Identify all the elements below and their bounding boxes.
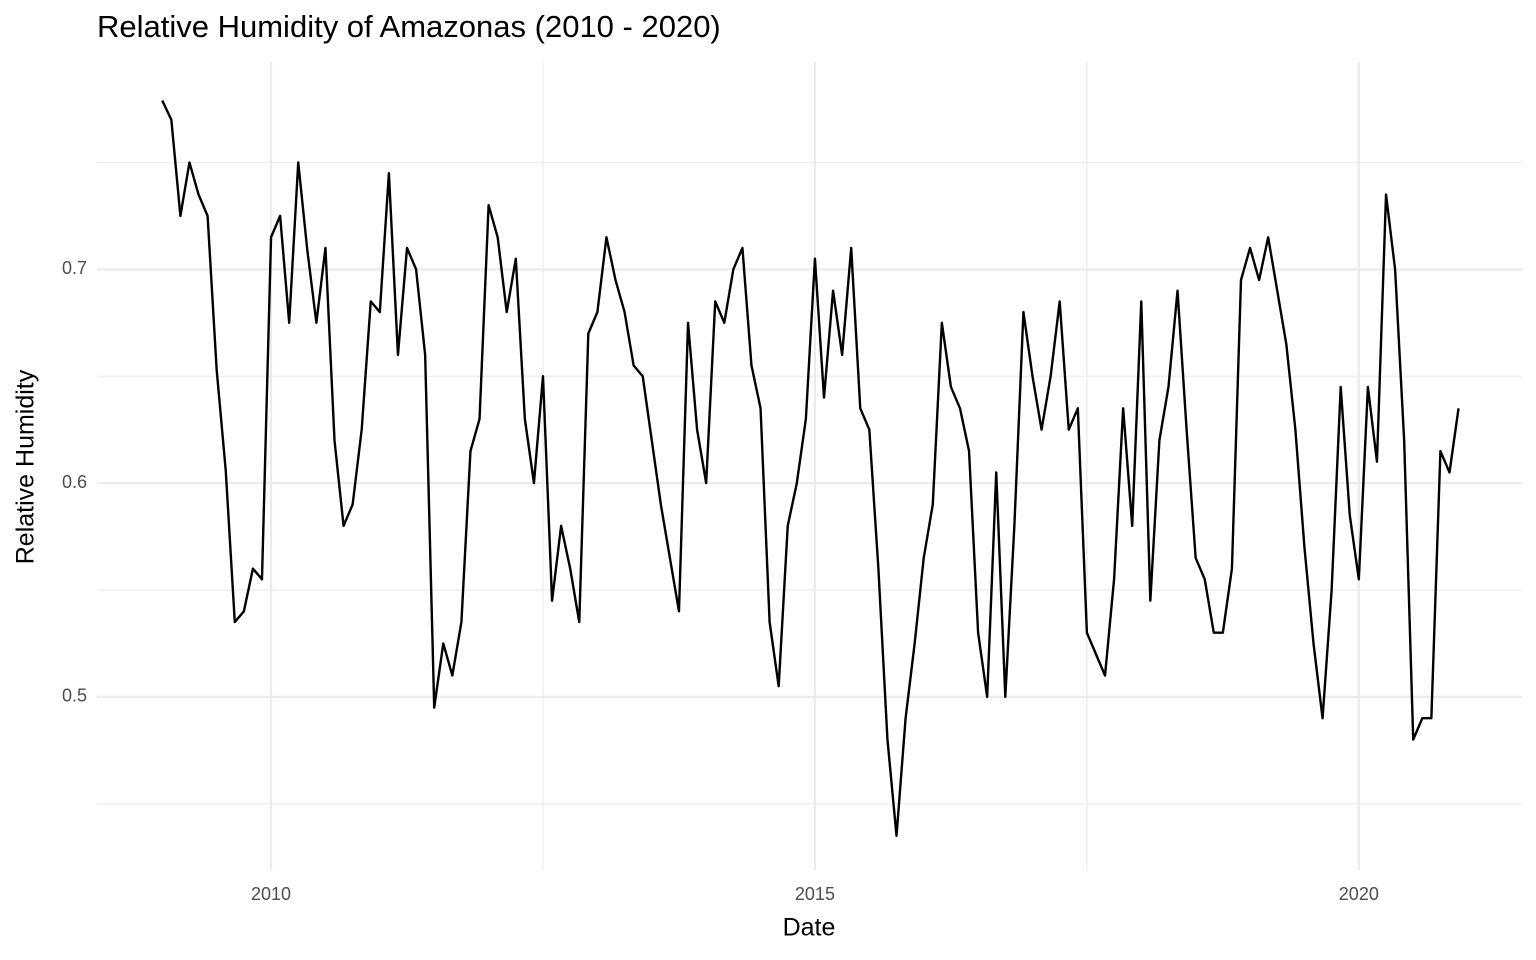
x-tick-label: 2015 bbox=[795, 884, 835, 904]
y-tick-label: 0.7 bbox=[62, 258, 87, 278]
y-tick-label: 0.5 bbox=[62, 686, 87, 706]
y-tick-label: 0.6 bbox=[62, 472, 87, 492]
data-line bbox=[161, 99, 1460, 837]
y-axis-label: Relative Humidity bbox=[12, 369, 40, 564]
x-axis-label: Date bbox=[783, 914, 836, 942]
chart-title: Relative Humidity of Amazonas (2010 - 20… bbox=[97, 9, 721, 44]
x-tick-label: 2010 bbox=[251, 884, 291, 904]
x-tick-label: 2020 bbox=[1339, 884, 1379, 904]
